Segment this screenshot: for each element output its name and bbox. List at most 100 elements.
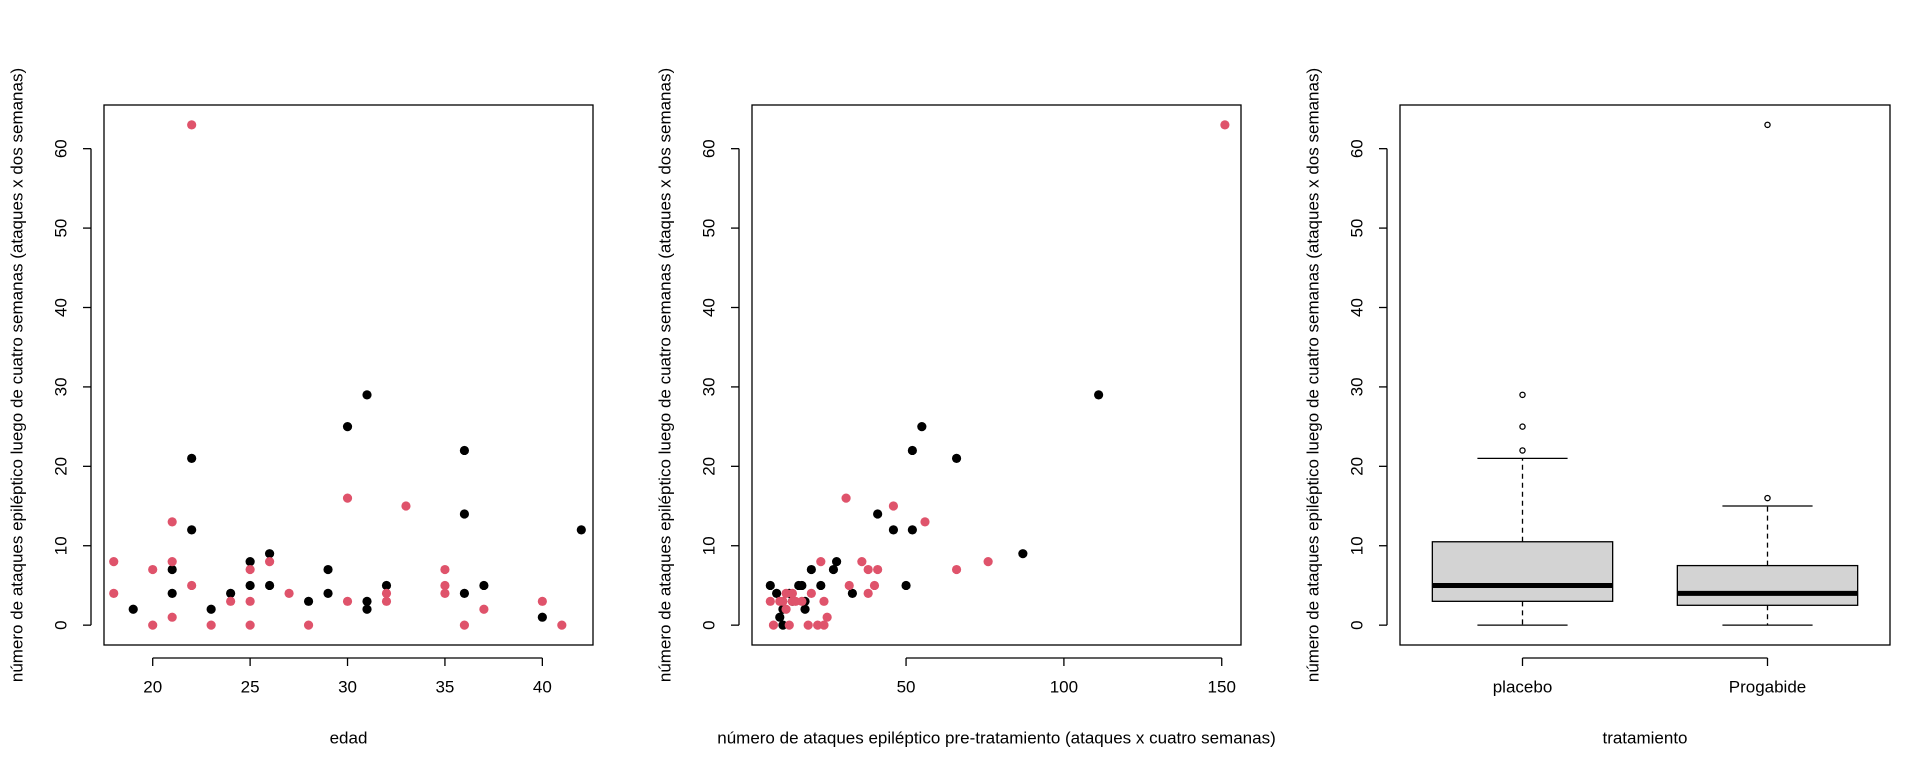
data-point-series-2 [440,564,450,575]
data-point-series-2 [765,596,775,606]
data-point-series-2 [245,596,255,606]
data-point-series-1 [907,525,917,535]
data-point-series-2 [869,580,880,591]
data-point-series-1 [806,564,816,575]
x-tick-label: 35 [435,678,454,697]
data-point-series-2 [873,564,883,575]
x-tick-label: 20 [143,678,162,697]
data-point-series-1 [765,580,775,591]
box-Progabide [1676,564,1859,606]
y-tick-label: 20 [700,457,719,476]
y-tick-label: 20 [52,457,71,476]
data-point-series-2 [245,620,255,630]
data-point-series-1 [1094,390,1104,400]
data-point-series-2 [816,557,826,567]
x-axis-title: número de ataques epiléptico pre-tratami… [717,729,1275,748]
plot-frame [751,104,1242,646]
data-point-series-2 [401,501,411,511]
data-point-series-2 [187,120,197,130]
outlier-point [1519,423,1526,430]
y-axis-title: número de ataques epiléptico luego de cu… [1304,68,1323,682]
y-tick-label: 10 [52,536,71,555]
x-axis-title: edad [330,729,368,748]
data-point-series-1 [1018,549,1028,559]
data-point-series-1 [226,588,236,598]
x-tick-label: 150 [1208,678,1236,697]
data-point-series-2 [803,620,813,630]
data-point-series-1 [459,509,470,519]
data-point-series-1 [828,564,839,575]
y-tick-label: 50 [700,219,719,238]
y-tick-label: 40 [1348,298,1367,317]
data-point-series-1 [800,604,810,614]
data-point-series-2 [951,564,962,575]
y-tick-label: 40 [700,298,719,317]
data-point-series-2 [381,588,392,598]
y-tick-label: 10 [700,536,719,555]
data-point-series-1 [264,549,275,559]
data-point-series-1 [888,525,899,535]
plot-frame [103,104,594,646]
data-point-series-1 [167,564,177,575]
x-tick-label: 40 [533,678,552,697]
data-point-series-2 [844,580,854,591]
data-point-series-1 [245,557,255,567]
data-point-series-1 [303,596,314,606]
data-point-series-2 [781,588,791,598]
data-point-series-2 [440,580,450,591]
data-point-series-2 [187,580,197,591]
data-point-series-2 [459,620,470,630]
data-point-series-2 [557,620,567,630]
y-tick-label: 60 [700,139,719,158]
data-point-series-1 [187,525,197,535]
data-point-series-2 [342,493,353,503]
y-tick-label: 60 [52,139,71,158]
data-point-series-2 [813,620,823,630]
panel-2: 0 10 20 30 40 50 60 número de ataques epiléptic… [656,68,1276,748]
y-axis-title: número de ataques epiléptico luego de cu… [8,68,27,682]
data-point-series-2 [806,588,816,598]
data-point-series-1 [832,557,842,567]
y-tick-label: 0 [1348,620,1367,629]
x-tick-label: 50 [897,678,916,697]
data-point-series-2 [206,620,216,630]
data-point-series-1 [128,604,138,614]
data-point-series-1 [264,580,275,591]
data-point-series-2 [841,493,851,503]
outlier-point [1764,121,1771,129]
data-point-series-2 [787,588,798,598]
data-point-series-1 [323,588,333,598]
data-point-series-1 [362,390,372,400]
data-point-series-2 [537,596,547,606]
data-point-series-1 [245,580,255,591]
y-tick-label: 50 [52,219,71,238]
x-tick-label: 100 [1050,678,1078,697]
data-point-series-2 [109,588,119,598]
panel-3: 0 10 20 30 40 50 60 número de ataques epiléptic… [1304,68,1891,748]
data-point-series-2 [863,564,873,575]
data-point-series-2 [781,604,791,614]
data-point-series-1 [847,588,857,598]
y-tick-label: 40 [52,298,71,317]
data-point-series-2 [784,620,794,630]
data-point-series-2 [797,596,807,606]
panel-1: 0 10 20 30 40 50 60 número de ataques epiléptic… [8,68,594,748]
data-point-series-1 [362,596,372,606]
data-point-series-2 [148,564,158,575]
data-point-series-1 [901,580,911,591]
y-tick-label: 0 [52,620,71,629]
y-tick-label: 0 [700,620,719,629]
data-point-series-1 [459,588,470,598]
data-point-series-2 [381,596,392,606]
data-point-series-2 [888,501,899,511]
data-point-series-2 [303,620,314,630]
plot-frame [1399,104,1891,646]
x-tick-label: 25 [241,678,260,697]
data-point-series-2 [790,596,801,606]
data-point-series-1 [167,588,177,598]
data-point-series-2 [342,596,353,606]
data-point-series-2 [264,557,275,567]
y-axis-title: número de ataques epiléptico luego de cu… [656,68,675,682]
data-point-series-2 [167,517,177,527]
